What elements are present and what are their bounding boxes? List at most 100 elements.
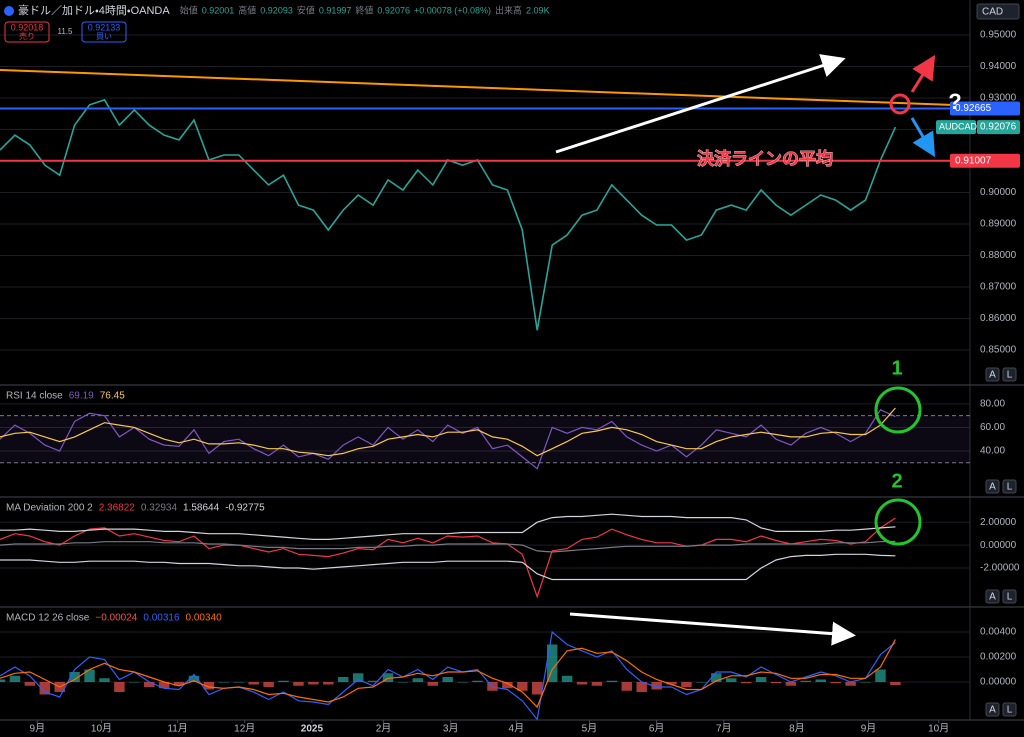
histogram-bar — [845, 682, 856, 686]
symbol-title: 豪ドル／加ドル・4時間・OANDA — [18, 3, 170, 17]
scale-button[interactable] — [1002, 702, 1017, 717]
indicator-line — [0, 639, 896, 709]
y-tick-label: 0.87000 — [980, 282, 1017, 293]
legend-value: 0.32934 — [141, 503, 178, 514]
level-annotation: 決済ラインの平均 — [697, 148, 833, 168]
question-mark: ? — [948, 89, 961, 114]
scale-button[interactable] — [1002, 479, 1017, 494]
indicator-line — [0, 517, 896, 599]
y-tick-label: 0.88000 — [980, 250, 1017, 261]
legend-value: −0.00024 — [95, 613, 137, 624]
legend-value: -0.92775 — [225, 503, 265, 514]
marker-label: 2 — [891, 470, 902, 492]
histogram-bar — [830, 682, 841, 684]
indicator-line — [0, 513, 896, 540]
y-tick-label: 0.00000 — [980, 540, 1017, 551]
highlight-circle — [889, 93, 911, 115]
legend-value: 0.00340 — [186, 613, 223, 624]
currency-select[interactable] — [976, 3, 1020, 20]
ohlc-value: 0.91997 — [319, 5, 352, 15]
scale-button[interactable] — [985, 702, 1000, 717]
histogram-bar — [517, 682, 528, 691]
scale-button[interactable] — [985, 589, 1000, 604]
histogram-bar — [69, 672, 80, 682]
scale-button-label: A — [989, 370, 996, 381]
trendline — [0, 68, 951, 106]
histogram-bar — [278, 680, 289, 682]
level-label: 0.91007 — [955, 155, 992, 166]
histogram-bar — [412, 678, 424, 682]
ohlc-label: 始値 — [180, 4, 198, 15]
x-tick-label: 12月 — [234, 723, 255, 735]
histogram-bar — [651, 682, 662, 690]
histogram-bar — [9, 675, 21, 682]
spread: 11.5 — [58, 27, 74, 36]
histogram-bar — [606, 680, 618, 682]
sell-price: 0.92018 — [11, 22, 44, 32]
histogram-bar — [636, 682, 647, 692]
highlight-circle — [874, 386, 922, 434]
histogram-bar — [666, 682, 677, 685]
histogram-bar — [561, 675, 573, 682]
histogram-bar — [860, 682, 871, 683]
scale-button[interactable] — [985, 367, 1000, 382]
legend-value: 76.45 — [100, 391, 125, 402]
histogram-bar — [173, 682, 185, 686]
buy-button[interactable] — [81, 21, 127, 43]
scale-button-label: L — [1007, 592, 1013, 603]
x-tick-label: 11月 — [167, 723, 187, 735]
histogram-bar — [815, 679, 826, 682]
x-tick-label: 3月 — [443, 723, 459, 735]
histogram-bar — [338, 677, 349, 682]
histogram-bar — [427, 682, 438, 686]
x-tick-label: 5月 — [582, 723, 598, 735]
histogram-bar — [293, 682, 304, 686]
histogram-bar — [144, 682, 155, 687]
histogram-bar — [800, 680, 812, 682]
histogram-bar — [99, 678, 110, 682]
rsi-band — [0, 415, 970, 463]
pane-title: MACD 12 26 close — [6, 613, 90, 624]
histogram-bar — [308, 682, 319, 685]
histogram-bar — [114, 682, 125, 692]
scale-button[interactable] — [985, 479, 1000, 494]
x-tick-label: 6月 — [649, 723, 665, 735]
histogram-bar — [711, 673, 722, 682]
ohlc-value: 0.92001 — [202, 5, 235, 15]
y-tick-label: -2.00000 — [980, 563, 1020, 574]
histogram-bar — [875, 669, 886, 682]
histogram-bar — [39, 682, 50, 695]
x-tick-label: 9月 — [30, 723, 46, 735]
histogram-bar — [84, 669, 95, 682]
histogram-bar — [740, 682, 752, 684]
x-tick-label: 2025 — [301, 724, 324, 735]
ohlc-label: 高値 — [238, 4, 256, 15]
scale-button[interactable] — [1002, 589, 1017, 604]
annotations: ? 1 2 — [555, 54, 962, 646]
scale-button[interactable] — [1002, 367, 1017, 382]
marker-label: 1 — [891, 357, 902, 379]
histogram-bar — [696, 682, 707, 683]
scale-button-label: A — [989, 592, 996, 603]
histogram-bar — [726, 678, 737, 682]
y-tick-label: 80.00 — [980, 399, 1005, 410]
highlight-circle — [874, 498, 922, 546]
histogram-bar — [502, 682, 513, 689]
y-tick-label: 0.85000 — [980, 345, 1017, 356]
histogram-bar — [323, 682, 334, 685]
x-tick-label: 10月 — [91, 723, 112, 735]
y-tick-label: 0.93000 — [980, 93, 1017, 104]
sell-button[interactable] — [4, 21, 50, 43]
histogram-bar — [755, 677, 767, 682]
buy-price: 0.92133 — [88, 22, 121, 32]
trend-arrow — [569, 612, 856, 646]
up-arrow — [910, 54, 936, 93]
histogram-bar — [546, 644, 558, 682]
histogram-bar — [24, 682, 36, 686]
indicator-line — [0, 553, 896, 581]
histogram-bar — [367, 680, 379, 682]
y-tick-label: 0.89000 — [980, 219, 1017, 230]
